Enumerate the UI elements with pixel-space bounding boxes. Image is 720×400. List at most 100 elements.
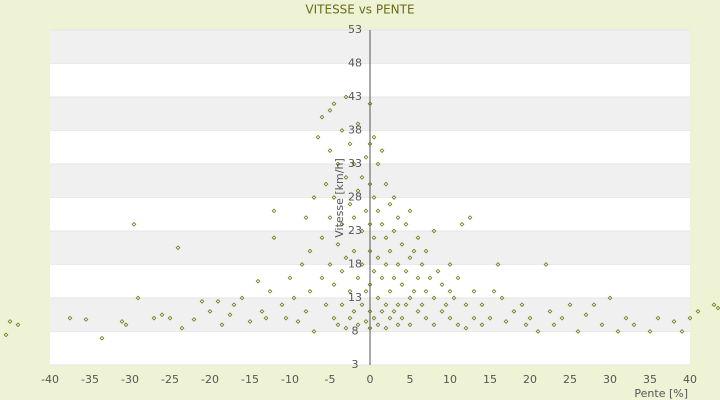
point bbox=[347, 141, 353, 147]
point bbox=[355, 121, 361, 127]
point bbox=[407, 322, 413, 328]
point bbox=[239, 295, 245, 301]
point bbox=[547, 309, 553, 314]
point bbox=[335, 242, 341, 247]
point bbox=[7, 319, 13, 324]
chart-title: VITESSE vs PENTE bbox=[305, 3, 414, 17]
point bbox=[551, 322, 557, 328]
point bbox=[443, 302, 449, 308]
point bbox=[419, 302, 425, 308]
point bbox=[367, 221, 373, 227]
point bbox=[327, 148, 333, 153]
point bbox=[543, 262, 549, 267]
point bbox=[315, 134, 321, 140]
y-tick-label: 13 bbox=[348, 291, 362, 304]
point bbox=[247, 319, 253, 324]
point bbox=[467, 215, 473, 220]
point bbox=[83, 317, 89, 322]
x-tick-label: 10 bbox=[443, 373, 457, 386]
point bbox=[487, 315, 493, 321]
point bbox=[267, 288, 273, 294]
point bbox=[283, 315, 289, 321]
point bbox=[351, 248, 357, 254]
point bbox=[3, 332, 9, 338]
y-tick-label: 18 bbox=[348, 258, 362, 271]
point bbox=[339, 302, 345, 308]
x-tick-label: 25 bbox=[563, 373, 577, 386]
point bbox=[379, 309, 385, 314]
point bbox=[427, 275, 433, 281]
point bbox=[519, 302, 525, 308]
x-tick-label: 35 bbox=[643, 373, 657, 386]
point bbox=[695, 309, 701, 314]
point bbox=[339, 221, 345, 227]
point bbox=[123, 322, 129, 328]
point bbox=[607, 295, 613, 301]
point bbox=[491, 288, 497, 294]
point bbox=[479, 322, 485, 328]
point bbox=[367, 282, 373, 287]
point bbox=[207, 309, 213, 314]
point bbox=[455, 322, 461, 328]
point bbox=[439, 309, 445, 314]
point bbox=[227, 312, 233, 318]
point bbox=[151, 315, 157, 321]
x-tick-label: -35 bbox=[81, 373, 99, 386]
point bbox=[395, 262, 401, 267]
point bbox=[383, 325, 389, 331]
x-tick-label: -40 bbox=[41, 373, 59, 386]
point bbox=[395, 302, 401, 308]
point bbox=[339, 128, 345, 133]
point bbox=[363, 319, 369, 324]
point bbox=[391, 275, 397, 281]
point bbox=[463, 302, 469, 308]
point bbox=[219, 322, 225, 328]
point bbox=[15, 322, 21, 328]
point bbox=[323, 302, 329, 308]
point bbox=[471, 315, 477, 321]
point bbox=[371, 235, 377, 241]
point bbox=[387, 248, 393, 254]
point bbox=[323, 181, 329, 187]
point bbox=[135, 295, 141, 301]
point bbox=[303, 309, 309, 314]
point bbox=[191, 317, 197, 322]
point bbox=[455, 275, 461, 281]
point bbox=[287, 275, 293, 281]
point bbox=[343, 325, 349, 331]
y-tick-label: 43 bbox=[348, 90, 362, 103]
point bbox=[375, 322, 381, 328]
point bbox=[279, 302, 285, 308]
point bbox=[367, 141, 373, 147]
point bbox=[159, 312, 165, 318]
y-tick-label: 28 bbox=[348, 191, 362, 204]
point bbox=[407, 255, 413, 261]
point bbox=[331, 195, 337, 200]
point bbox=[375, 295, 381, 301]
point bbox=[215, 298, 221, 304]
point bbox=[387, 288, 393, 294]
point bbox=[495, 262, 501, 267]
y-tick-label: 8 bbox=[352, 325, 359, 338]
point bbox=[327, 262, 333, 267]
y-axis-label: Vitesse [km/h] bbox=[333, 158, 346, 238]
point bbox=[231, 302, 237, 308]
point bbox=[363, 208, 369, 214]
point bbox=[331, 282, 337, 287]
point bbox=[259, 309, 265, 314]
point bbox=[327, 108, 333, 113]
point bbox=[327, 215, 333, 220]
point bbox=[687, 315, 693, 321]
point bbox=[671, 319, 677, 324]
point bbox=[523, 322, 529, 328]
point bbox=[391, 309, 397, 314]
point bbox=[439, 282, 445, 287]
point bbox=[319, 114, 325, 120]
point bbox=[355, 275, 361, 281]
point bbox=[499, 295, 505, 301]
point bbox=[67, 315, 73, 321]
point bbox=[575, 329, 581, 334]
point bbox=[99, 335, 105, 341]
point bbox=[411, 288, 417, 294]
